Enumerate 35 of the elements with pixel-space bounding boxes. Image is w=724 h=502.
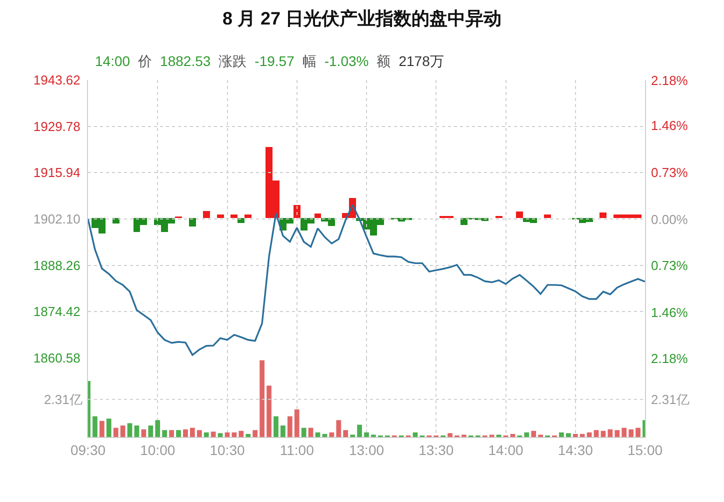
text: -1.03% xyxy=(324,53,369,69)
y2-tick-label: 0.73% xyxy=(651,165,688,180)
y2-tick-label: 2.18% xyxy=(651,73,688,88)
text: 1882.53 xyxy=(160,53,211,69)
y2-tick-label: 1.46% xyxy=(651,118,688,133)
x-tick-label: 15:00 xyxy=(627,442,663,458)
y2-tick-label: 2.18% xyxy=(651,351,688,366)
ref-line-label: 2.31亿 xyxy=(44,392,82,407)
x-tick-label: 10:30 xyxy=(210,442,245,458)
y2-tick-label: 0.00% xyxy=(651,212,688,227)
y2-tick-label: 1.46% xyxy=(651,305,688,320)
y-tick-label: 1915.94 xyxy=(33,165,80,180)
y-tick-label: 1943.62 xyxy=(33,72,80,88)
text: 涨跌 xyxy=(218,53,247,69)
text: 幅 xyxy=(302,53,316,69)
y-tick-label: 1902.10 xyxy=(33,212,80,227)
y-tick-label: 1860.58 xyxy=(33,350,80,366)
y-tick-label: 1874.42 xyxy=(33,304,80,320)
y2-tick-label: 0.73% xyxy=(651,258,688,273)
x-tick-label: 11:00 xyxy=(280,442,314,458)
y-tick-label: 1888.26 xyxy=(33,258,80,273)
x-tick-label: 13:00 xyxy=(348,442,384,458)
text: 额 xyxy=(376,53,391,69)
x-tick-label: 13:30 xyxy=(418,442,454,458)
x-tick-label: 14:30 xyxy=(558,442,594,458)
x-tick-label: 10:00 xyxy=(140,442,176,458)
x-tick-label: 09:30 xyxy=(70,442,106,458)
text: 2178万 xyxy=(398,53,444,69)
text: 价 xyxy=(138,53,152,69)
chart-title: 8 月 27 日光伏产业指数的盘中异动 xyxy=(222,8,502,28)
y-tick-label: 1929.78 xyxy=(33,118,80,134)
text: -19.57 xyxy=(254,53,294,69)
x-tick-label: 14:00 xyxy=(488,442,524,458)
text: 2.31亿 xyxy=(651,392,690,407)
text: 14:00 xyxy=(95,53,130,69)
